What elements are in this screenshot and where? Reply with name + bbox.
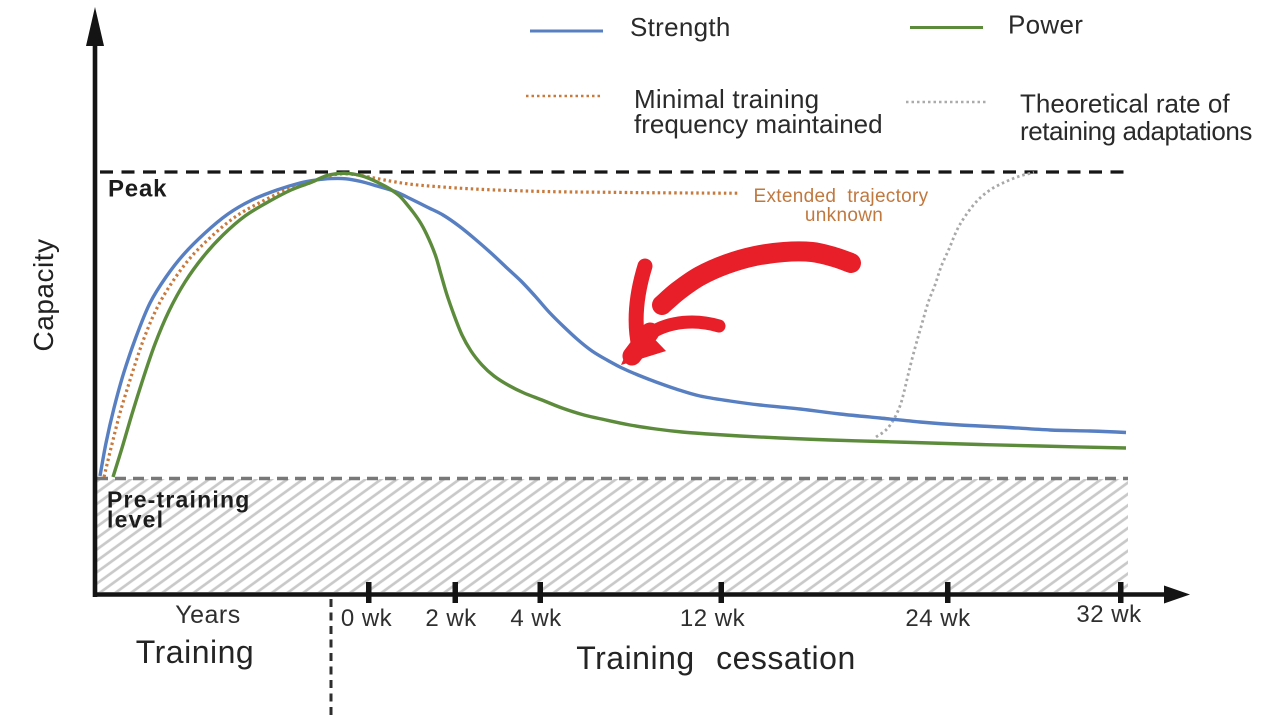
svg-text:Peak: Peak — [108, 176, 167, 203]
svg-text:Pre-training: Pre-training — [107, 487, 250, 513]
svg-text:retaining adaptations: retaining adaptations — [1020, 116, 1252, 146]
svg-text:24 wk: 24 wk — [905, 605, 971, 632]
svg-text:12 wk: 12 wk — [680, 605, 746, 632]
svg-text:2 wk: 2 wk — [425, 605, 477, 632]
svg-text:level: level — [107, 507, 164, 533]
svg-text:Theoretical rate of: Theoretical rate of — [1020, 89, 1230, 119]
svg-text:unknown: unknown — [805, 205, 883, 226]
svg-text:Power: Power — [1008, 10, 1083, 40]
svg-text:Years: Years — [175, 601, 241, 629]
svg-text:Strength: Strength — [630, 12, 731, 42]
svg-text:frequency maintained: frequency maintained — [634, 109, 883, 139]
svg-text:0 wk: 0 wk — [341, 605, 393, 632]
svg-text:Training: Training — [136, 634, 254, 670]
svg-text:4 wk: 4 wk — [510, 605, 562, 632]
svg-text:32 wk: 32 wk — [1076, 601, 1142, 628]
svg-text:Training cessation: Training cessation — [576, 640, 856, 676]
svg-text:Extended trajectory: Extended trajectory — [754, 186, 929, 207]
svg-text:Minimal training: Minimal training — [634, 84, 819, 114]
svg-text:Capacity: Capacity — [28, 239, 59, 352]
